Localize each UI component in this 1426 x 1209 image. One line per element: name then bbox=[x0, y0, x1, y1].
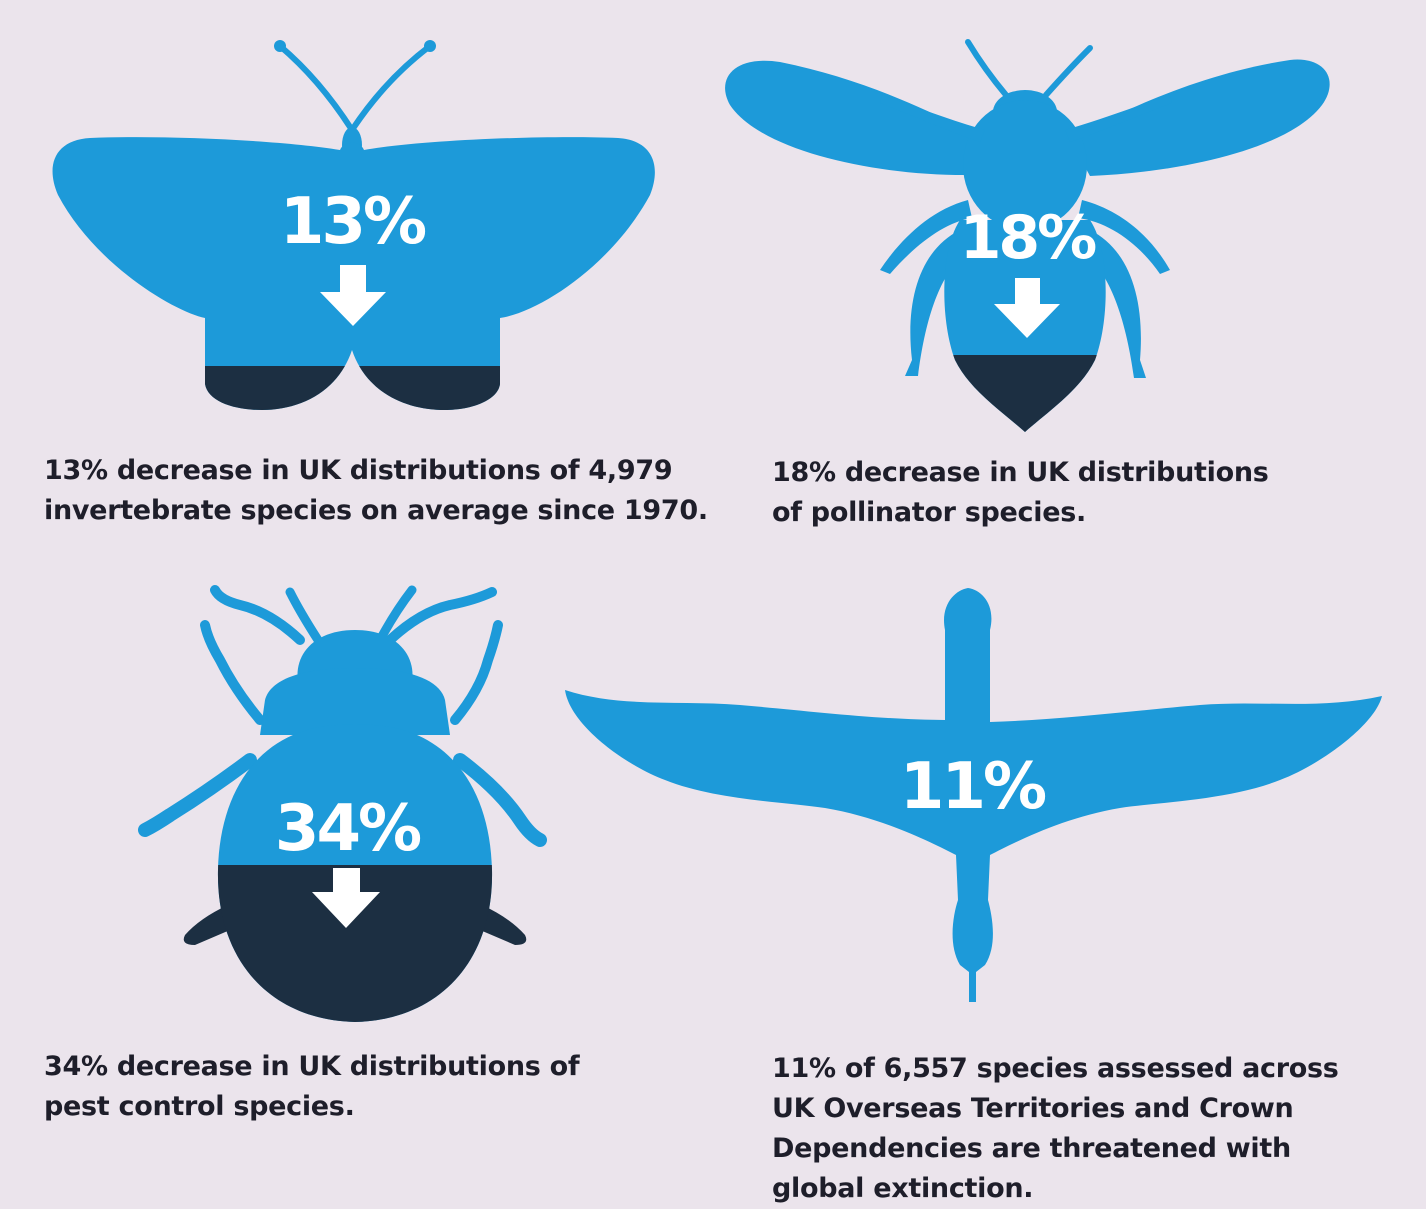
caption-line: of pollinator species. bbox=[772, 497, 1086, 528]
caption-line: UK Overseas Territories and Crown bbox=[772, 1093, 1294, 1124]
bee-percent: 18% bbox=[960, 203, 1096, 273]
caption-line: Dependencies are threatened with bbox=[772, 1133, 1291, 1164]
down-arrow-icon bbox=[312, 868, 380, 928]
caption-line: pest control species. bbox=[44, 1091, 355, 1122]
down-arrow-icon bbox=[994, 278, 1060, 338]
butterfly-percent: 13% bbox=[280, 185, 426, 259]
beetle-caption: 34% decrease in UK distributions of pest… bbox=[44, 1047, 580, 1127]
bird-percent: 11% bbox=[900, 750, 1046, 824]
caption-line: 11% of 6,557 species assessed across bbox=[772, 1053, 1339, 1084]
beetle-percent: 34% bbox=[275, 792, 421, 866]
caption-line: 13% decrease in UK distributions of 4,97… bbox=[44, 455, 673, 486]
caption-line: invertebrate species on average since 19… bbox=[44, 495, 708, 526]
butterfly-caption: 13% decrease in UK distributions of 4,97… bbox=[44, 451, 708, 531]
butterfly-icon: 13% bbox=[52, 40, 655, 410]
caption-line: global extinction. bbox=[772, 1173, 1034, 1204]
bee-icon: 18% bbox=[725, 39, 1330, 432]
caption-line: 18% decrease in UK distributions bbox=[772, 457, 1269, 488]
bird-icon: 11% bbox=[565, 588, 1382, 1002]
caption-line: 34% decrease in UK distributions of bbox=[44, 1051, 580, 1082]
beetle-icon: 34% bbox=[138, 585, 547, 1022]
bird-caption: 11% of 6,557 species assessed across UK … bbox=[772, 1049, 1339, 1209]
bee-caption: 18% decrease in UK distributions of poll… bbox=[772, 453, 1269, 533]
down-arrow-icon bbox=[320, 265, 386, 326]
